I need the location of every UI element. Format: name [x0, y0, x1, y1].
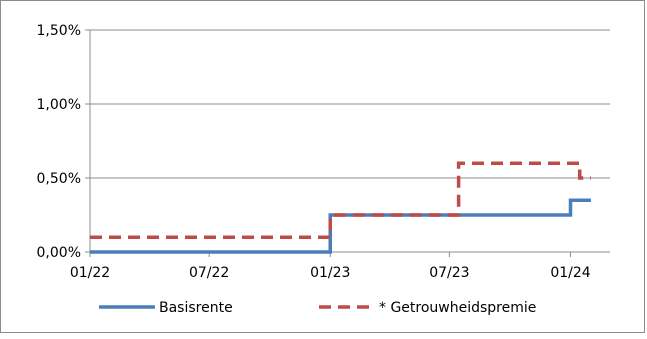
y-tick-label: 1,50% — [37, 23, 81, 39]
series-line-getrouwheidspremie — [90, 161, 591, 239]
legend-label: Basisrente — [159, 300, 233, 316]
x-tick-label: 01/24 — [550, 265, 590, 281]
series-lines — [90, 161, 591, 254]
y-tick-label: 0,50% — [37, 171, 81, 187]
y-tick-label: 0,00% — [37, 245, 81, 261]
legend-label: * Getrouwheidspremie — [379, 300, 536, 316]
line-chart: 0,00% 0,50% 1,00% 1,50% 01/22 07/22 01/23 07/2… — [37, 23, 610, 316]
x-tick-label: 01/23 — [310, 265, 350, 281]
x-axis-ticks: 01/22 07/22 01/23 07/23 01/24 — [70, 252, 591, 281]
chart-frame: 0,00% 0,50% 1,00% 1,50% 01/22 07/22 01/23 07/2… — [0, 0, 645, 333]
x-tick-label: 07/23 — [429, 265, 469, 281]
y-axis-ticks: 0,00% 0,50% 1,00% 1,50% — [37, 23, 90, 261]
gridlines — [90, 29, 610, 179]
y-tick-label: 1,00% — [37, 97, 81, 113]
legend: Basisrente * Getrouwheidspremie — [99, 300, 536, 316]
x-tick-label: 07/22 — [189, 265, 229, 281]
axes — [89, 30, 610, 253]
series-line-basisrente — [90, 198, 591, 254]
x-tick-label: 01/22 — [70, 265, 110, 281]
